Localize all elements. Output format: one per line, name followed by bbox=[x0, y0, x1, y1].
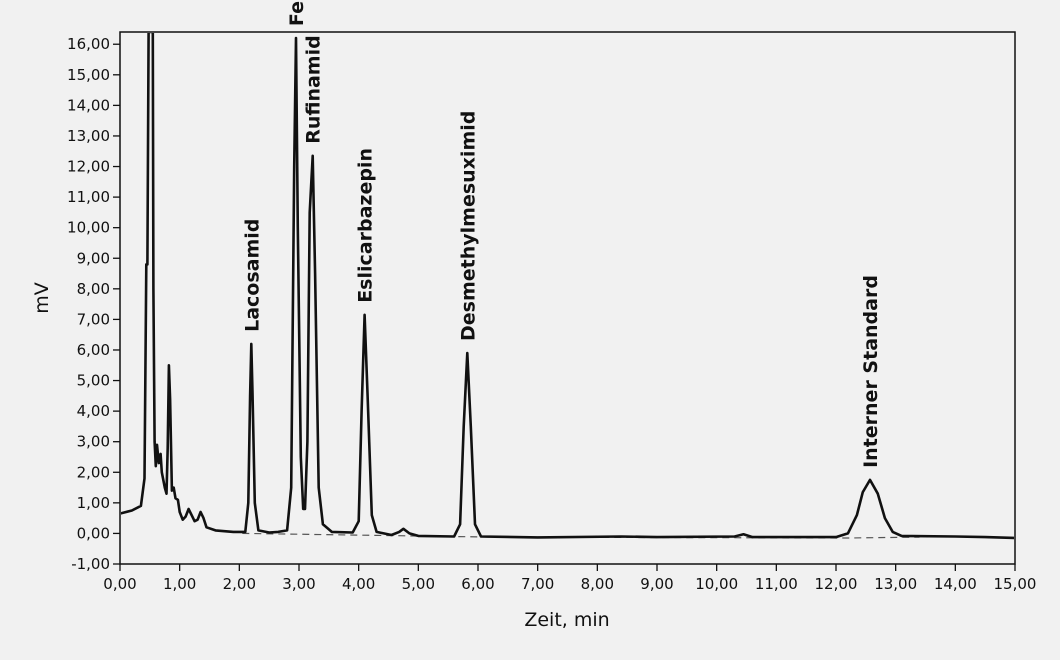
y-axis-title: mV bbox=[31, 282, 53, 314]
x-tick-label: 10,00 bbox=[695, 575, 738, 593]
y-tick-label: -1,00 bbox=[71, 555, 110, 573]
x-tick-label: 9,00 bbox=[640, 575, 673, 593]
peak-label: Interner Standard bbox=[860, 275, 882, 468]
plot-frame bbox=[119, 31, 1016, 565]
x-axis: 0,00 1,00 2,00 3,00 4,00 5,00 6,00 7,00 8,00 9,00… bbox=[103, 564, 1036, 593]
y-tick-label: 8,00 bbox=[77, 280, 110, 298]
x-tick-label: 12,00 bbox=[815, 575, 858, 593]
y-tick-label: 2,00 bbox=[77, 463, 110, 481]
x-axis-title: Zeit, min bbox=[524, 609, 609, 631]
y-tick-label: 15,00 bbox=[67, 66, 110, 84]
y-tick-label: 10,00 bbox=[67, 219, 110, 237]
peak-label: Desmethylmesuximid bbox=[457, 111, 479, 341]
x-tick-label: 15,00 bbox=[994, 575, 1037, 593]
x-tick-label: 13,00 bbox=[874, 575, 917, 593]
y-tick-label: 3,00 bbox=[77, 433, 110, 451]
y-tick-label: 7,00 bbox=[77, 310, 110, 328]
x-tick-label: 14,00 bbox=[934, 575, 977, 593]
x-tick-label: 3,00 bbox=[282, 575, 315, 593]
y-tick-label: 0,00 bbox=[77, 524, 110, 542]
peak-label: Eslicarbazepin bbox=[355, 148, 377, 303]
baseline-dashed-line bbox=[242, 532, 920, 539]
x-tick-label: 2,00 bbox=[223, 575, 256, 593]
peak-labels: Lacosamid Felbamat Rufinamid Eslicarbazepin… bbox=[241, 0, 882, 468]
y-tick-label: 13,00 bbox=[67, 127, 110, 145]
x-tick-label: 6,00 bbox=[461, 575, 494, 593]
peak-label: Lacosamid bbox=[241, 219, 263, 332]
chromatogram-trace bbox=[121, 33, 1014, 540]
y-tick-label: 11,00 bbox=[67, 188, 110, 206]
x-tick-label: 0,00 bbox=[103, 575, 136, 593]
peak-label: Rufinamid bbox=[303, 35, 325, 144]
y-tick-label: 12,00 bbox=[67, 158, 110, 176]
x-tick-label: 11,00 bbox=[755, 575, 798, 593]
y-tick-label: 5,00 bbox=[77, 372, 110, 390]
x-tick-label: 1,00 bbox=[163, 575, 196, 593]
y-axis: -1,00 0,00 1,00 2,00 3,00 4,00 5,00 6,00 7,00 8,0… bbox=[67, 35, 120, 573]
y-tick-label: 14,00 bbox=[67, 96, 110, 114]
x-tick-label: 4,00 bbox=[342, 575, 375, 593]
y-tick-label: 9,00 bbox=[77, 249, 110, 267]
x-tick-label: 8,00 bbox=[581, 575, 614, 593]
y-tick-label: 4,00 bbox=[77, 402, 110, 420]
x-tick-label: 7,00 bbox=[521, 575, 554, 593]
y-tick-label: 6,00 bbox=[77, 341, 110, 359]
y-tick-label: 16,00 bbox=[67, 35, 110, 53]
peak-label: Felbamat bbox=[286, 0, 308, 26]
y-tick-label: 1,00 bbox=[77, 494, 110, 512]
x-tick-label: 5,00 bbox=[402, 575, 435, 593]
